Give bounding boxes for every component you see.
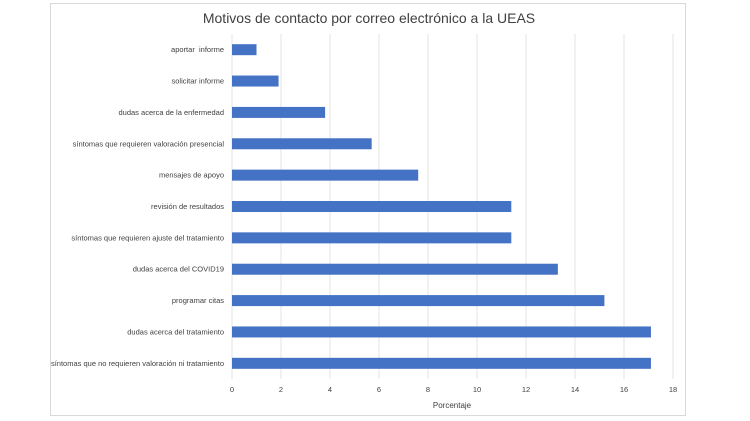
category-label: síntomas que requieren ajuste del tratam… bbox=[71, 233, 224, 242]
x-tick-label: 4 bbox=[328, 385, 332, 394]
category-label: dudas acerca del tratamiento bbox=[127, 327, 224, 336]
bars bbox=[232, 44, 651, 369]
x-tick-label: 6 bbox=[377, 385, 381, 394]
category-label: síntomas que requieren valoración presen… bbox=[73, 139, 225, 148]
bar bbox=[232, 357, 651, 369]
category-labels: aportar informe solicitar informe dudas ac… bbox=[51, 45, 224, 368]
category-label: dudas acerca de la enfermedad bbox=[119, 108, 225, 117]
category-label: dudas acerca del COVID19 bbox=[133, 265, 224, 274]
x-tick-label: 18 bbox=[669, 385, 677, 394]
bar-chart: Motivos de contacto por correo electróni… bbox=[51, 10, 677, 410]
bar bbox=[232, 169, 419, 181]
x-tick-label: 12 bbox=[522, 385, 530, 394]
bar bbox=[232, 232, 512, 244]
category-label: mensajes de apoyo bbox=[159, 171, 224, 180]
bar bbox=[232, 295, 605, 307]
category-label: aportar informe bbox=[171, 45, 224, 54]
x-tick-label: 0 bbox=[230, 385, 234, 394]
chart-frame: Motivos de contacto por correo electróni… bbox=[50, 3, 686, 416]
x-tick-label: 14 bbox=[571, 385, 579, 394]
x-tick-label: 8 bbox=[426, 385, 430, 394]
chart-title: Motivos de contacto por correo electróni… bbox=[203, 10, 535, 26]
bar bbox=[232, 106, 326, 118]
x-tick-label: 10 bbox=[473, 385, 481, 394]
category-label: revisión de resultados bbox=[151, 202, 224, 211]
x-tick-label: 2 bbox=[279, 385, 283, 394]
x-tick-labels: 0 2 4 6 8 10 12 14 16 18 bbox=[230, 385, 677, 394]
bar bbox=[232, 201, 512, 212]
bar bbox=[232, 138, 372, 150]
bar bbox=[232, 44, 257, 56]
category-label: programar citas bbox=[172, 296, 224, 305]
bar bbox=[232, 326, 651, 338]
bar bbox=[232, 75, 279, 87]
bar bbox=[232, 263, 558, 275]
category-label: solicitar informe bbox=[171, 77, 224, 86]
x-axis-title: Porcentaje bbox=[433, 401, 472, 410]
x-tick-label: 16 bbox=[620, 385, 628, 394]
category-label: síntomas que no requieren valoración ni … bbox=[51, 359, 224, 368]
